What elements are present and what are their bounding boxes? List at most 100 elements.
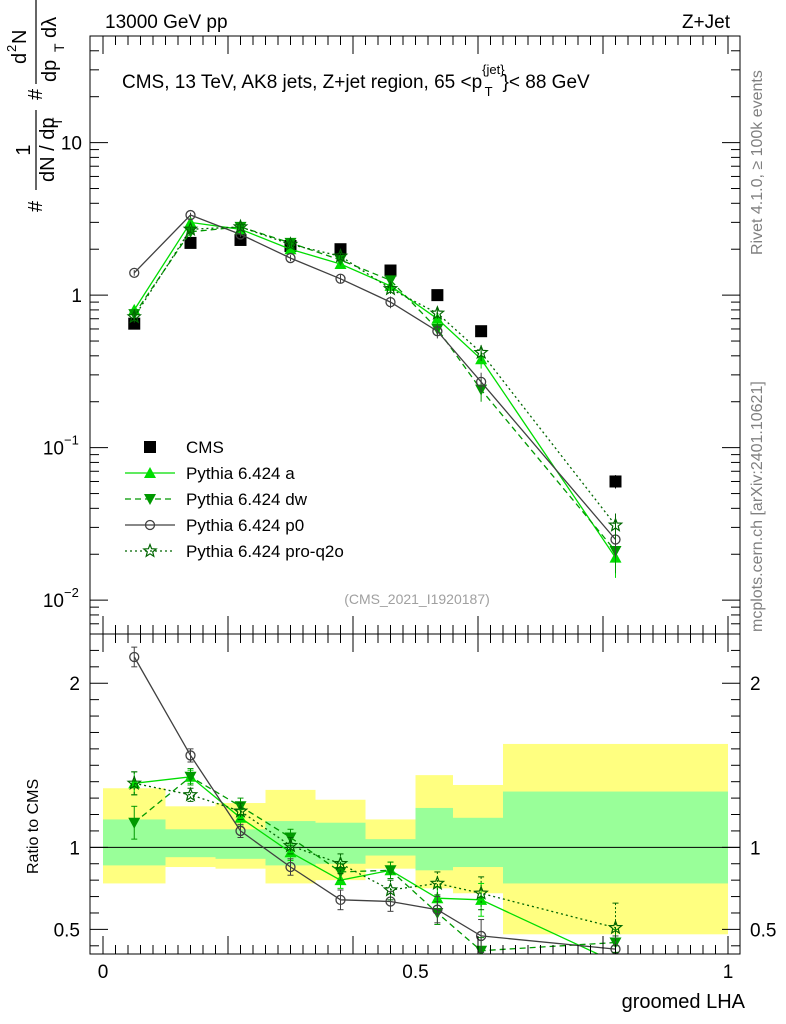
legend-entry-pythia-6-424-pro-q2o: Pythia 6.424 pro-q2o [125,542,344,561]
legend-label: Pythia 6.424 dw [186,490,308,509]
y-tick-label: 1 [71,286,82,307]
ylabel-hash-1: # [25,200,47,212]
legend-label: Pythia 6.424 pro-q2o [186,542,344,561]
ylabel-pt-subscript: T [49,117,65,126]
data-uncertainty-bands [103,743,728,935]
data-point [335,273,346,284]
data-point [382,280,399,296]
data-point [285,252,296,264]
ylabel-hash-2: # [25,88,47,100]
series-pythia-6-424-p0 [129,209,621,558]
legend-label: Pythia 6.424 p0 [186,516,304,535]
rivet-version-label: Rivet 4.1.0, ≥ 100k events [749,70,766,255]
data-point [475,376,487,388]
legend-marker [142,542,158,558]
ratio-point [284,846,297,858]
ratio-point [184,771,197,783]
ratio-point [129,651,140,663]
data-point [473,344,489,360]
data-point [234,233,247,246]
ylabel-denominator: dN / dp [37,118,59,182]
ratio-y-tick-label-right: 0.5 [750,920,776,941]
x-tick-label: 1 [723,962,734,983]
ratio-point [334,866,347,878]
data-point [475,325,488,338]
inner-band [415,807,453,871]
y-tick-label: 10 [43,439,64,460]
ylabel-dlambda: dλ [39,17,61,38]
ratio-point [384,865,397,877]
ratio-point [473,885,489,900]
ratio-y-tick-label-right: 1 [750,838,761,859]
ratio-point [235,825,246,837]
legend-marker [144,494,156,505]
x-tick-label: 0 [98,962,109,983]
main-legend: CMS Pythia 6.424 a Pythia 6.424 dw Pythia 6… [125,438,344,561]
legend-entry-pythia-6-424-dw: Pythia 6.424 dw [125,490,308,509]
legend-entry-pythia-6-424-a: Pythia 6.424 a [125,464,295,483]
ratio-point [610,956,622,967]
main-plot-watermark: (CMS_2021_I1920187) [344,591,490,607]
series-pythia-6-424-pro-q2o [126,218,624,540]
x-axis-label: groomed LHA [622,991,746,1013]
data-point [126,308,142,324]
y-tick-label: 10 [43,591,64,612]
data-point [282,236,299,252]
ratio-point [282,837,299,853]
ratio-point [234,801,247,813]
y-tick-exponent: −2 [64,585,79,600]
title-part-2: }< 88 GeV [503,72,590,93]
main-plot-title: CMS, 13 TeV, AK8 jets, Z+jet region, 65 … [122,62,590,99]
legend-label: Pythia 6.424 a [186,464,295,483]
legend-label: CMS [186,438,224,457]
ratio-point [126,775,142,790]
header-process-label: Z+Jet [682,12,731,33]
data-point [182,221,199,236]
ratio-y-tick-label-left: 0.5 [54,920,80,941]
data-point [429,305,446,320]
ratio-y-tick-label-right: 2 [750,674,761,695]
ratio-series-pythia-6-424-pro-q2o [126,771,624,953]
title-t-subscript: T [485,84,493,99]
ratio-point [128,817,141,829]
ratio-point [285,861,296,873]
ratio-point [232,802,249,818]
ratio-point [429,875,446,891]
ratio-series-pythia-6-424-p0 [129,646,621,954]
ratio-y-tick-label-left: 2 [69,674,80,695]
ratio-point [382,881,399,897]
ratio-plot-marks [90,646,740,967]
legend-marker [144,467,156,478]
legend-marker [144,441,156,453]
ratio-point [234,811,247,823]
ratio-y-axis-label: Ratio to CMS [25,779,42,874]
ylabel-pt-subscript-2: T [51,43,67,52]
ylabel-d-power: 2 [4,45,19,52]
data-point [384,264,397,277]
ratio-y-tick-label-left: 1 [69,838,80,859]
header-energy-label: 13000 GeV pp [105,12,228,33]
data-point [232,218,249,234]
ratio-point [475,930,487,942]
data-point [431,289,444,302]
inner-band [453,817,503,868]
inner-band [165,829,216,858]
main-plot-marks [126,209,624,578]
x-tick-label: 0.5 [402,962,428,983]
ratio-axis-ticks: 0.5 0.5 1 1 2 2 0 0.5 1 [54,634,776,983]
data-point [129,267,140,278]
ratio-point [182,786,199,802]
data-point [607,516,624,532]
ratio-point [475,893,488,905]
ratio-point [332,855,349,871]
mcplots-site-label: mcplots.cern.ch [arXiv:2401.10621] [749,381,766,632]
inner-band [503,791,728,884]
data-point [609,475,622,488]
ratio-point [185,750,196,761]
ylabel-n: N [9,30,31,44]
ylabel-d: d [9,53,31,64]
title-part-1: CMS, 13 TeV, AK8 jets, Z+jet region, 65 … [122,72,482,93]
